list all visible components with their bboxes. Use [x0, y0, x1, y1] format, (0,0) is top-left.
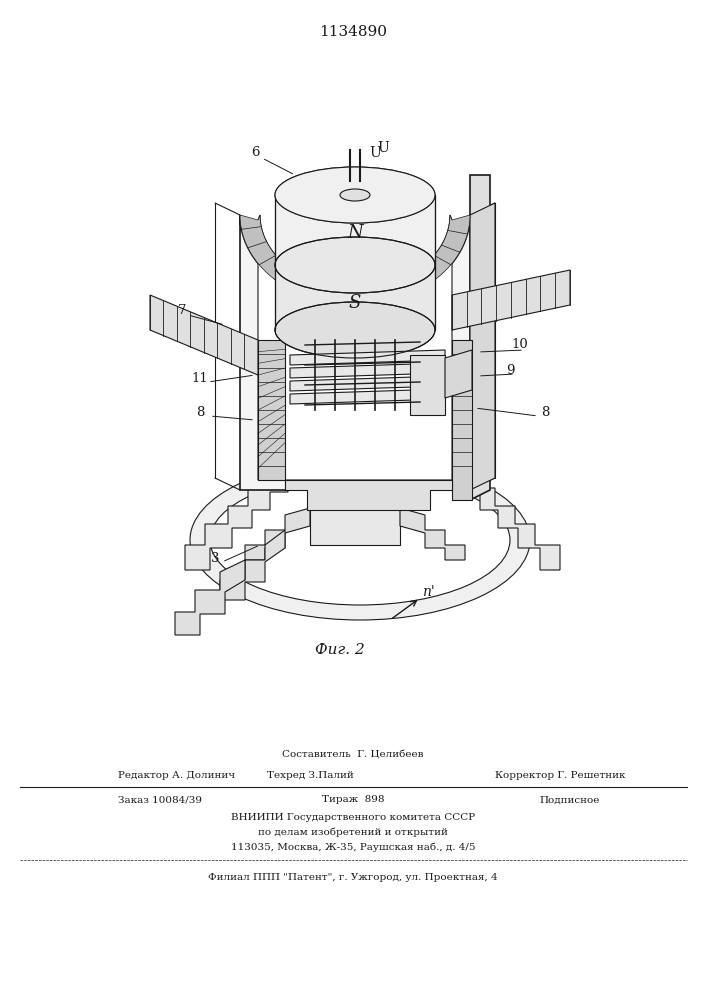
Polygon shape	[470, 175, 490, 500]
Ellipse shape	[275, 167, 435, 223]
Ellipse shape	[275, 167, 435, 223]
Polygon shape	[290, 389, 445, 404]
Text: N: N	[347, 224, 363, 242]
Text: Составитель  Г. Целибеев: Составитель Г. Целибеев	[282, 750, 423, 760]
Polygon shape	[358, 215, 470, 305]
Text: 7: 7	[177, 304, 186, 316]
Polygon shape	[452, 270, 570, 330]
Text: ВНИИПИ Государственного комитета СССР: ВНИИПИ Государственного комитета СССР	[231, 812, 475, 822]
Ellipse shape	[275, 302, 435, 358]
Text: Подписное: Подписное	[540, 796, 600, 804]
Text: 10: 10	[512, 338, 528, 352]
Ellipse shape	[210, 475, 510, 605]
Text: 8: 8	[196, 406, 204, 418]
Text: Техред З.Палий: Техред З.Палий	[267, 770, 354, 780]
Text: 6: 6	[251, 145, 259, 158]
Text: S: S	[349, 294, 361, 312]
Text: 9: 9	[506, 363, 514, 376]
Polygon shape	[290, 363, 445, 378]
Polygon shape	[240, 215, 470, 490]
Polygon shape	[410, 355, 445, 415]
Polygon shape	[175, 560, 245, 635]
Ellipse shape	[275, 237, 435, 293]
Text: Тираж  898: Тираж 898	[322, 796, 384, 804]
Text: по делам изобретений и открытий: по делам изобретений и открытий	[258, 827, 448, 837]
Polygon shape	[258, 340, 285, 480]
Polygon shape	[285, 480, 452, 510]
Text: 113035, Москва, Ж-35, Раушская наб., д. 4/5: 113035, Москва, Ж-35, Раушская наб., д. …	[230, 842, 475, 852]
Polygon shape	[470, 203, 495, 490]
Polygon shape	[452, 340, 472, 500]
Polygon shape	[310, 508, 400, 545]
Text: Редактор А. Долинич: Редактор А. Долинич	[118, 770, 235, 780]
Polygon shape	[275, 265, 435, 330]
Polygon shape	[400, 508, 465, 560]
Ellipse shape	[190, 460, 530, 620]
Text: 1134890: 1134890	[319, 25, 387, 39]
Polygon shape	[445, 350, 472, 398]
Polygon shape	[150, 295, 258, 375]
Ellipse shape	[340, 189, 370, 201]
Text: 3: 3	[211, 552, 219, 564]
Text: Заказ 10084/39: Заказ 10084/39	[118, 796, 202, 804]
Polygon shape	[240, 215, 353, 305]
Text: 8: 8	[541, 406, 549, 418]
Polygon shape	[185, 460, 295, 570]
Text: Фиг. 2: Фиг. 2	[315, 643, 365, 657]
Text: n': n'	[421, 585, 434, 599]
Polygon shape	[220, 530, 285, 600]
Text: U: U	[377, 141, 389, 155]
Polygon shape	[245, 508, 310, 560]
Polygon shape	[275, 195, 435, 265]
Polygon shape	[258, 215, 452, 480]
Polygon shape	[430, 460, 560, 570]
Text: Корректор Г. Решетник: Корректор Г. Решетник	[495, 770, 625, 780]
Text: U: U	[369, 146, 381, 160]
Text: Филиал ППП "Патент", г. Ужгород, ул. Проектная, 4: Филиал ППП "Патент", г. Ужгород, ул. Про…	[208, 872, 498, 882]
Polygon shape	[290, 350, 445, 365]
Polygon shape	[290, 376, 445, 391]
Text: 11: 11	[192, 371, 209, 384]
